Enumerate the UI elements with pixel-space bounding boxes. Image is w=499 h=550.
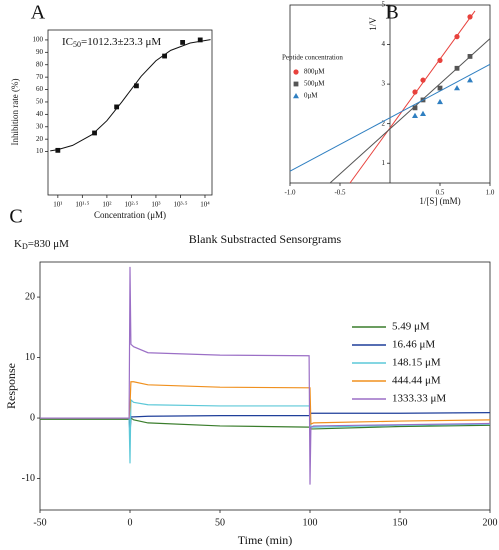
legend-label: 500μM (304, 80, 325, 88)
y-tick-label: 10 (25, 352, 35, 363)
legend-marker (293, 69, 299, 75)
fit-line (349, 10, 476, 184)
y-tick-label: 100 (33, 36, 44, 44)
x-tick-label: 10⁴ (200, 201, 210, 209)
marker (454, 34, 460, 40)
y-tick-label: 20 (36, 135, 44, 143)
x-tick-label: 1.0 (486, 189, 495, 197)
annotation-text: K (14, 238, 22, 250)
x-tick-label: 10³·⁵ (174, 201, 188, 209)
marker (55, 147, 61, 153)
marker (412, 112, 418, 118)
y-tick-label: 10 (36, 147, 44, 155)
marker (467, 54, 473, 59)
legend-label: 800μM (304, 68, 325, 76)
x-tick-label: 10²·⁵ (124, 201, 138, 209)
y-tick-label: 40 (36, 110, 44, 118)
marker (420, 110, 426, 116)
marker (114, 104, 120, 110)
x-tick-label: 10¹ (53, 201, 62, 209)
marker (420, 77, 426, 83)
x-axis-label: Time (min) (238, 533, 293, 547)
y-tick-label: 80 (36, 60, 44, 68)
annotation-text: IC (62, 36, 73, 48)
panel-label: C (9, 206, 22, 228)
annotation-subscript: 50 (73, 40, 81, 49)
y-tick-label: 3 (382, 80, 386, 88)
x-axis-label: Concentration (μM) (94, 210, 166, 220)
annotation-text: =1012.3±23.3 μM (81, 36, 161, 48)
legend-marker (293, 81, 299, 87)
marker (467, 77, 473, 83)
legend-label: 444.44 μM (392, 375, 441, 387)
x-tick-label: 10² (102, 201, 111, 209)
y-tick-label: 30 (36, 122, 44, 130)
legend-title: Peptide concentration (282, 54, 343, 62)
marker (467, 14, 473, 20)
x-axis-label: 1/[S] (mM) (419, 196, 460, 206)
marker (437, 85, 443, 91)
annotation-text: =830 μM (28, 238, 69, 250)
x-tick-label: 0 (128, 517, 133, 528)
x-tick-label: 150 (393, 517, 408, 528)
y-tick-label: 2 (382, 119, 386, 127)
y-tick-label: 60 (36, 85, 44, 93)
x-tick-label: 0.5 (436, 189, 445, 197)
x-tick-label: -1.0 (284, 189, 296, 197)
marker (454, 65, 460, 71)
annotation: KD=830 μM (14, 238, 69, 251)
y-tick-label: 1 (382, 159, 386, 167)
y-tick-label: 0 (30, 412, 35, 423)
x-tick-label: 10³ (151, 201, 160, 209)
y-tick-label: 70 (36, 73, 44, 81)
annotation-subscript: D (22, 242, 28, 251)
y-axis-label: Response (4, 363, 18, 409)
marker (437, 98, 443, 105)
x-tick-label: -50 (33, 517, 46, 528)
plot-frame (39, 261, 491, 511)
panel: B 1/[S] (mM) 1/V -1.0 -0.5 0.5 1.0 1 2 3 4 5 Peptide… (282, 1, 495, 206)
y-tick-label: 5 (382, 1, 386, 9)
x-tick-label: 10¹·⁵ (75, 201, 89, 209)
x-tick-label: 50 (215, 517, 225, 528)
y-tick-label: 4 (382, 40, 386, 48)
x-tick-label: 100 (303, 517, 318, 528)
marker (437, 57, 443, 63)
y-tick-label: -10 (22, 473, 35, 484)
marker (454, 85, 460, 91)
marker (180, 40, 186, 45)
marker (162, 53, 167, 59)
legend-label: 1333.33 μM (392, 393, 446, 405)
panel-label: A (31, 2, 46, 24)
marker (134, 83, 139, 89)
fit-curve (50, 39, 211, 152)
y-axis-label: 1/V (368, 17, 378, 31)
fit-line (289, 63, 491, 172)
legend-label: 5.49 μM (392, 321, 430, 333)
marker (412, 89, 418, 95)
panel: C Blank Substracted Sensorgrams Time (min)… (4, 206, 498, 547)
panel-label: B (385, 2, 398, 24)
plot-frame (47, 29, 213, 196)
annotation: IC50=1012.3±23.3 μM (62, 36, 161, 49)
marker (197, 37, 203, 43)
y-axis-label: Inhibition rate (%) (10, 79, 20, 146)
series-line (40, 398, 491, 464)
panel: A Concentration (μM) Inhibition rate (%) IC… (10, 2, 213, 220)
fit-line (329, 38, 491, 184)
y-tick-label: 20 (25, 291, 35, 302)
chart-title: Blank Substracted Sensorgrams (189, 232, 342, 246)
legend-label: 0μM (304, 92, 318, 100)
x-tick-label: -0.5 (334, 189, 346, 197)
legend-marker (293, 93, 299, 99)
y-tick-label: 50 (36, 98, 44, 106)
x-tick-label: 200 (483, 517, 498, 528)
y-tick-label: 90 (36, 48, 44, 56)
legend-label: 16.46 μM (392, 339, 435, 351)
legend-label: 148.15 μM (392, 357, 441, 369)
marker (412, 105, 418, 111)
series-line (40, 266, 491, 485)
series-line (40, 381, 491, 426)
